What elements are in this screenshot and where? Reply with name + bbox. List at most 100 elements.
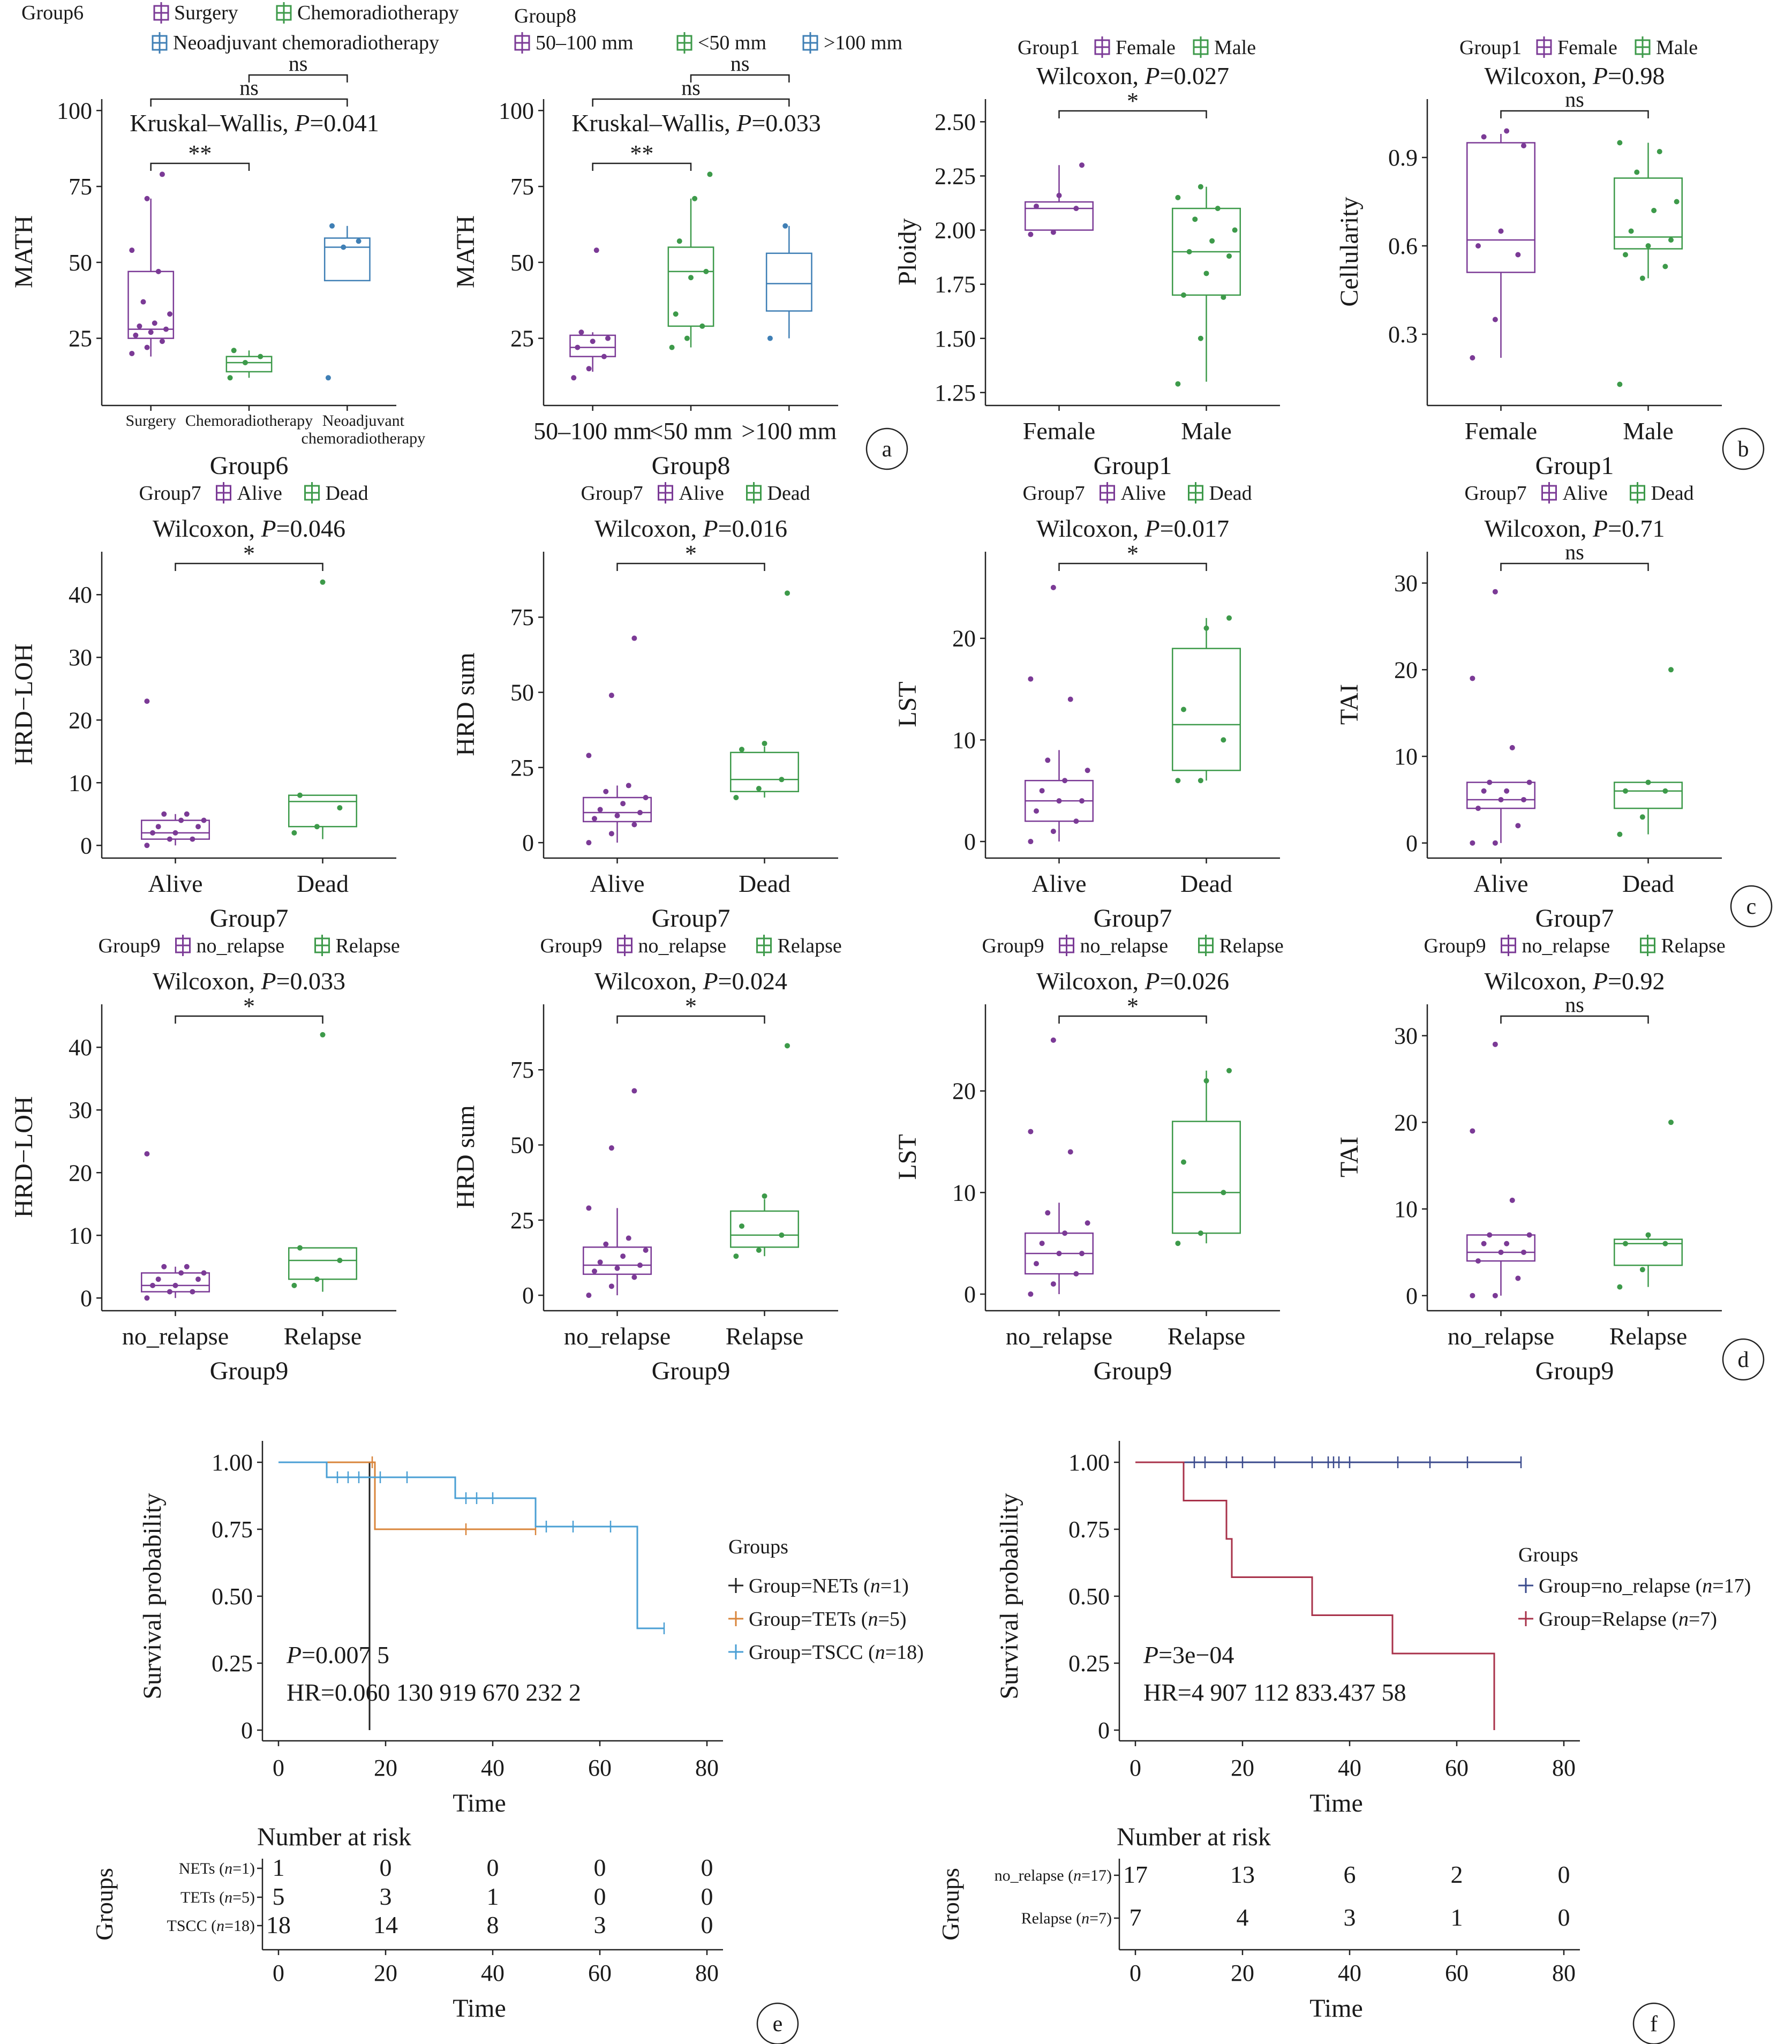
data-point (337, 805, 343, 811)
legend-key (617, 935, 633, 956)
x-tick-label: 80 (695, 1755, 719, 1781)
test-result-part-2: =0.041 (310, 109, 379, 137)
y-axis-label: LST (893, 681, 922, 727)
x-tick-label: Relapse (1168, 1322, 1246, 1350)
x-axis-label: Group7 (210, 904, 289, 933)
legend-label: Group=Relapse (n=7) (1539, 1608, 1717, 1630)
data-point (167, 836, 172, 842)
data-point (201, 1270, 207, 1276)
data-point (631, 1088, 637, 1094)
box-Relapse (1614, 1119, 1683, 1290)
data-point (608, 831, 614, 837)
legend: Group8 50–100 mm <50 mm >100 mm (514, 5, 902, 54)
box->100 mm (765, 223, 812, 341)
y-tick-label: 10 (69, 770, 92, 796)
data-point (1475, 243, 1481, 249)
data-point (1180, 1159, 1186, 1165)
data-point (1203, 270, 1209, 276)
y-tick-label: 25 (510, 1207, 534, 1234)
significance-bracket: * (1058, 88, 1207, 118)
data-point (1062, 1230, 1068, 1236)
data-point (1622, 788, 1628, 794)
risk-row-label-part-2: =5) (232, 1889, 255, 1906)
x-axis-label: Time (1309, 1789, 1363, 1817)
data-point (608, 693, 614, 698)
x-tick-label: Dead (1622, 870, 1674, 897)
data-point (155, 1276, 161, 1282)
km-step-line (1135, 1461, 1495, 1730)
data-point (586, 1292, 592, 1298)
y-tick-label: 0 (522, 830, 534, 856)
x-tick-label: 0 (1130, 1755, 1141, 1781)
bracket-label: * (685, 993, 697, 1019)
data-point (1639, 1267, 1645, 1273)
risk-row-label-part-0: Relapse ( (1021, 1910, 1081, 1927)
risk-value: 0 (701, 1854, 713, 1881)
x-axis-label: Group9 (652, 1357, 731, 1385)
data-point (1509, 1197, 1515, 1203)
legend-key (514, 32, 530, 54)
bracket-line (1058, 110, 1207, 118)
bracket-label: * (1127, 540, 1139, 567)
box-Alive (1466, 589, 1535, 846)
risk-row-label-part-1: n (224, 1889, 232, 1906)
data-point (178, 1270, 184, 1276)
data-point (586, 753, 592, 758)
legend-key (276, 2, 292, 24)
data-point (1668, 237, 1674, 243)
risk-y-label: Groups (937, 1868, 964, 1940)
data-point (1475, 806, 1481, 811)
data-point (1198, 1230, 1203, 1236)
bracket-line (1058, 562, 1207, 571)
data-point (637, 810, 643, 816)
risk-value: 0 (701, 1911, 713, 1938)
x-tick-label: no_relapse (564, 1322, 671, 1350)
data-point (1028, 1129, 1034, 1134)
data-point (703, 268, 709, 274)
legend-title: Group9 (1424, 935, 1486, 957)
box-iqr (1466, 1234, 1535, 1262)
x-tick-label: 50–100 mm (533, 417, 652, 445)
panel-letter-b: b (1722, 427, 1765, 470)
y-tick-label: 25 (510, 755, 534, 781)
legend: Group9 no_relapse Relapse (982, 935, 1284, 957)
data-point (692, 196, 698, 201)
data-point (1062, 778, 1068, 784)
y-tick-label: 20 (952, 626, 976, 652)
data-point (620, 1253, 626, 1259)
test-result-part-2: =0.92 (1608, 967, 1665, 995)
box-Relapse (1172, 1068, 1241, 1246)
risk-row-label-part-2: =18) (224, 1917, 255, 1935)
bracket-label: ns (1565, 87, 1584, 111)
box-Relapse (730, 1043, 799, 1259)
y-tick-label: 0 (964, 829, 976, 855)
test-result: Wilcoxon, P=0.016 (594, 515, 787, 542)
data-point (167, 311, 173, 317)
legend: Group7 Alive Dead (581, 482, 810, 505)
legend-key (756, 935, 772, 956)
data-point (1521, 796, 1527, 802)
test-result-part-1: P (1145, 967, 1160, 995)
data-point (1617, 1284, 1623, 1290)
data-point (1050, 829, 1056, 835)
data-point (1504, 128, 1510, 134)
legend-key (175, 935, 191, 956)
data-point (785, 1043, 790, 1049)
data-point (1487, 1232, 1493, 1238)
box-no_relapse (583, 1088, 652, 1298)
legend-label: Alive (237, 482, 282, 505)
data-point (590, 339, 596, 344)
risk-table-title: Number at risk (1117, 1823, 1271, 1851)
y-tick-label: 0 (80, 832, 92, 859)
box-iqr (730, 1210, 799, 1248)
legend-key (676, 32, 692, 54)
test-result-part-2: =0.033 (751, 109, 820, 137)
y-tick-label: 10 (69, 1222, 92, 1249)
legend-key (1094, 36, 1110, 58)
data-point (1028, 1291, 1034, 1297)
data-point (144, 344, 150, 350)
